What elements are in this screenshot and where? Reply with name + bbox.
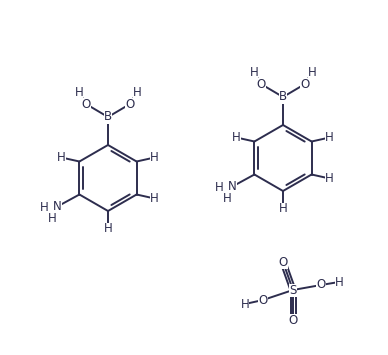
Text: H: H (308, 66, 316, 78)
Text: H: H (223, 192, 232, 205)
Text: O: O (256, 77, 266, 91)
Text: O: O (125, 98, 135, 110)
Text: H: H (279, 202, 288, 215)
Text: N: N (53, 200, 62, 213)
Text: H: H (133, 86, 141, 98)
Text: H: H (150, 151, 159, 164)
Text: H: H (57, 151, 66, 164)
Text: H: H (325, 172, 334, 185)
Text: H: H (241, 297, 249, 311)
Text: B: B (279, 91, 287, 104)
Text: H: H (325, 131, 334, 144)
Text: H: H (48, 212, 57, 225)
Text: O: O (316, 279, 326, 291)
Text: B: B (104, 110, 112, 124)
Text: O: O (81, 98, 91, 110)
Text: O: O (288, 313, 298, 327)
Text: H: H (232, 131, 241, 144)
Text: H: H (104, 223, 113, 235)
Text: O: O (258, 294, 268, 306)
Text: H: H (150, 192, 159, 205)
Text: O: O (300, 77, 310, 91)
Text: O: O (278, 256, 288, 268)
Text: H: H (74, 86, 83, 98)
Text: H: H (40, 201, 49, 214)
Text: H: H (249, 66, 258, 78)
Text: H: H (215, 181, 224, 194)
Text: S: S (289, 284, 297, 296)
Text: N: N (228, 180, 237, 193)
Text: H: H (334, 275, 343, 289)
